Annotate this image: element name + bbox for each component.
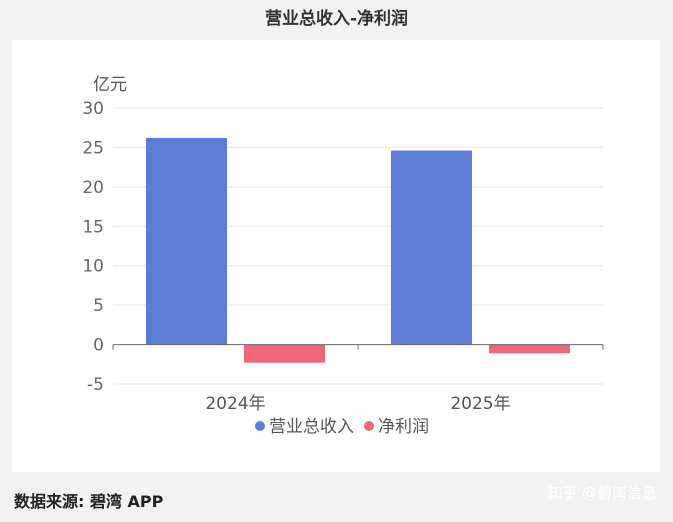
bar-net-profit[interactable] xyxy=(489,344,570,354)
y-tick-label: 25 xyxy=(82,138,104,158)
bar-net-profit[interactable] xyxy=(244,344,325,363)
bar-revenue[interactable] xyxy=(146,137,227,345)
y-tick-label: -5 xyxy=(87,375,104,395)
legend-label[interactable]: 营业总收入 xyxy=(269,417,354,437)
chart-title: 营业总收入-净利润 xyxy=(264,9,409,29)
legend-marker xyxy=(255,421,265,431)
y-tick-labels: 30 25 20 15 10 5 0 -5 xyxy=(82,99,104,395)
x-tick-label: 2024年 xyxy=(205,394,265,414)
x-tick-label: 2025年 xyxy=(450,394,510,414)
chart-panel xyxy=(12,40,660,472)
credit-watermark: 知乎 @碧湾信息 xyxy=(547,484,657,502)
bar-revenue[interactable] xyxy=(391,150,472,345)
x-tick-labels: 2024年 2025年 xyxy=(205,394,510,414)
data-source: 数据来源: 碧湾 APP xyxy=(14,492,164,511)
y-tick-label: 5 xyxy=(93,296,104,316)
y-axis-label: 亿元 xyxy=(93,75,127,95)
x-axis xyxy=(112,344,604,350)
legend-marker xyxy=(364,421,374,431)
y-tick-label: 10 xyxy=(82,257,104,277)
y-tick-label: 30 xyxy=(82,99,104,119)
y-tick-label: 0 xyxy=(93,336,104,356)
y-tick-label: 15 xyxy=(82,217,104,237)
legend-label[interactable]: 净利润 xyxy=(378,417,429,437)
legend[interactable]: 营业总收入 净利润 xyxy=(255,417,429,437)
y-tick-label: 20 xyxy=(82,178,104,198)
bars xyxy=(146,137,570,363)
